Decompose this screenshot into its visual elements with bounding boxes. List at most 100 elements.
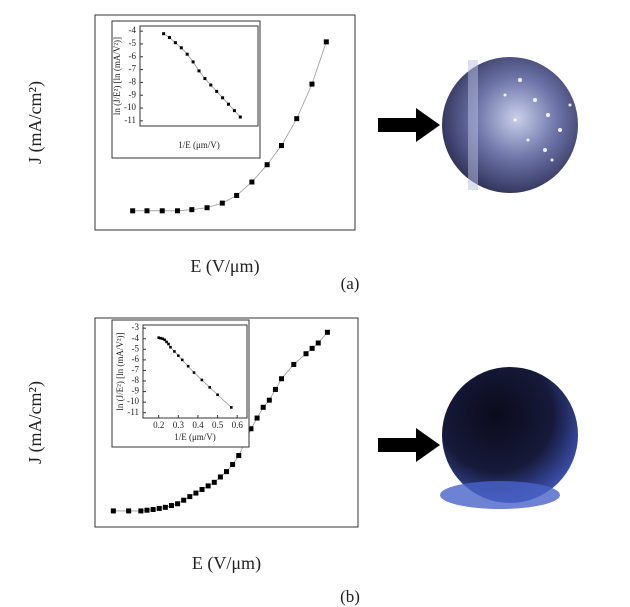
point xyxy=(212,480,217,485)
point xyxy=(200,487,205,492)
point xyxy=(177,354,180,357)
point xyxy=(203,77,206,80)
point xyxy=(181,359,184,362)
point xyxy=(193,371,196,374)
x-axis-title: E (V/μm) xyxy=(190,256,259,277)
figure: E (V/μm)J (mA/cm²)(a)-4-5-6-7-8-9-10-111… xyxy=(0,0,630,607)
point xyxy=(167,343,170,346)
y-tick-label: -4 xyxy=(132,333,140,343)
y-tick-label: -4 xyxy=(129,25,137,35)
x-tick-label: 0.3 xyxy=(173,420,185,430)
point xyxy=(218,474,223,479)
point xyxy=(325,330,330,335)
point xyxy=(234,193,239,198)
y-axis-title: J (mA/cm²) xyxy=(25,381,46,464)
point xyxy=(173,350,176,353)
point xyxy=(316,341,321,346)
y-axis-title: ln (J/E²) [ln (mA/V²)] xyxy=(112,37,122,115)
point xyxy=(189,207,194,212)
point xyxy=(255,416,260,421)
point xyxy=(265,162,270,167)
point xyxy=(216,393,219,396)
point xyxy=(236,453,241,458)
y-tick-label: -10 xyxy=(127,396,139,406)
point xyxy=(144,508,149,513)
point xyxy=(162,32,165,35)
point xyxy=(111,508,116,513)
x-tick-label: 0.4 xyxy=(192,420,204,430)
point xyxy=(130,208,135,213)
point xyxy=(201,379,204,382)
arrow xyxy=(378,108,440,142)
point xyxy=(145,208,150,213)
point xyxy=(249,180,254,185)
point xyxy=(279,143,284,148)
point xyxy=(192,60,195,63)
point xyxy=(267,398,272,403)
point xyxy=(157,506,162,511)
point xyxy=(294,116,299,121)
point xyxy=(187,365,190,368)
point xyxy=(291,362,296,367)
point xyxy=(206,483,211,488)
y-tick-label: -11 xyxy=(127,407,139,417)
point xyxy=(175,501,180,506)
point xyxy=(174,41,177,44)
y-tick-label: -5 xyxy=(132,343,140,353)
y-tick-label: -9 xyxy=(132,386,140,396)
point xyxy=(310,346,315,351)
photo-a xyxy=(442,57,578,193)
point xyxy=(180,46,183,49)
point xyxy=(309,82,314,87)
x-axis-title: E (V/μm) xyxy=(192,553,261,574)
x-axis-title: 1/E (μm/V) xyxy=(178,140,220,150)
point xyxy=(186,53,189,56)
y-tick-label: -3 xyxy=(132,322,140,332)
x-tick-label: 0.6 xyxy=(232,420,244,430)
point xyxy=(205,205,210,210)
point xyxy=(126,508,131,513)
point xyxy=(208,386,211,389)
y-axis-title: J (mA/cm²) xyxy=(25,81,46,164)
point xyxy=(279,376,284,381)
point xyxy=(215,90,218,93)
point xyxy=(163,505,168,510)
point xyxy=(169,346,172,349)
point xyxy=(227,103,230,106)
y-tick-label: -9 xyxy=(129,89,137,99)
panel-label: (b) xyxy=(340,587,360,606)
y-tick-label: -6 xyxy=(132,354,140,364)
point xyxy=(209,83,212,86)
point xyxy=(239,116,242,119)
point xyxy=(221,96,224,99)
x-tick-label: 0.2 xyxy=(153,420,164,430)
x-tick-label: 0.5 xyxy=(212,420,224,430)
y-tick-label: -11 xyxy=(124,115,136,125)
point xyxy=(273,387,278,392)
point xyxy=(181,498,186,503)
point xyxy=(187,494,192,499)
point xyxy=(198,69,201,72)
point xyxy=(151,507,156,512)
y-tick-label: -10 xyxy=(124,102,136,112)
y-tick-label: -7 xyxy=(129,64,137,74)
y-axis-title: ln (J/E²) [ln (mA/V²)] xyxy=(115,332,125,410)
y-tick-label: -8 xyxy=(129,76,137,86)
point xyxy=(261,405,266,410)
point xyxy=(220,201,225,206)
y-tick-label: -7 xyxy=(132,365,140,375)
y-tick-label: -8 xyxy=(132,375,140,385)
point xyxy=(324,39,329,44)
point xyxy=(230,406,233,409)
x-axis-title: 1/E (μm/V) xyxy=(174,432,216,442)
point xyxy=(224,469,229,474)
point xyxy=(193,491,198,496)
point xyxy=(169,503,174,508)
point xyxy=(230,462,235,467)
point xyxy=(233,109,236,112)
arrow xyxy=(378,428,440,462)
point xyxy=(168,36,171,39)
panel-label: (a) xyxy=(341,274,360,293)
point xyxy=(304,351,309,356)
y-tick-label: -5 xyxy=(129,38,137,48)
